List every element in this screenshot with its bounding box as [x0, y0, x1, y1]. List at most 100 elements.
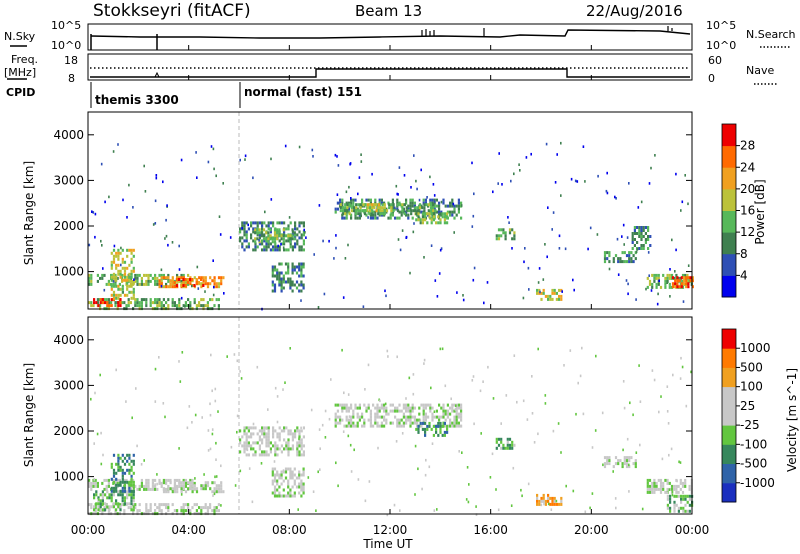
echo-region [603, 456, 637, 469]
freq-trace [90, 68, 690, 78]
cpid-segment-1: themis 3300 [95, 93, 179, 107]
y-tick-label: 4000 [53, 128, 84, 142]
nsky-label: N.Sky [4, 30, 36, 43]
freq-label-line2: [MHz] [4, 66, 36, 79]
echo-region [239, 426, 305, 457]
cpid-label: CPID [6, 86, 35, 99]
echo-region [495, 437, 516, 450]
echo-region [271, 262, 305, 293]
date-title: 22/Aug/2016 [586, 2, 683, 20]
x-tick-label: 08:00 [272, 523, 307, 537]
colorbar-tick-label: -500 [740, 457, 767, 471]
station-title: Stokkseyri (fitACF) [93, 1, 251, 21]
nave-tick-bottom: 0 [708, 72, 715, 85]
y-tick-label: 1000 [53, 470, 84, 484]
colorbar-tick-label: 25 [740, 399, 755, 413]
y-tick-label: 3000 [53, 378, 84, 392]
y-tick-label: 3000 [53, 173, 84, 187]
y-tick-label: 1000 [53, 265, 84, 279]
colorbar-tick-label: 8 [740, 247, 748, 261]
colorbar-tick-label: 28 [740, 139, 755, 153]
beam-title: Beam 13 [355, 2, 422, 20]
echo-region [88, 478, 196, 491]
colorbar-tick-label: -25 [740, 418, 760, 432]
echo-region [495, 228, 516, 241]
colorbar-tick-label: 20 [740, 182, 755, 196]
colorbar-swatch [722, 482, 736, 503]
power-colorbar-label: Power [dB] [753, 179, 767, 244]
echo-region [646, 478, 693, 494]
y-tick-label: 2000 [53, 219, 84, 233]
colorbar-tick-label: 12 [740, 225, 755, 239]
echo-region [415, 421, 449, 437]
echo-region [158, 481, 225, 494]
echo-region [88, 503, 220, 516]
power-ylabel: Slant Range [km] [22, 161, 36, 265]
freq-label-line1: Freq. [11, 53, 38, 66]
colorbar-swatch [722, 145, 736, 168]
nsky-tick-top: 10^5 [51, 19, 81, 32]
colorbar-swatch [722, 425, 736, 445]
velocity-colorbar-label: Velocity [m s^-1] [785, 368, 799, 472]
colorbar-tick-label: -100 [740, 437, 767, 451]
colorbar-swatch [722, 329, 736, 349]
nsky-spikes [421, 26, 673, 36]
colorbar-swatch [722, 210, 736, 233]
colorbar-swatch [722, 367, 736, 388]
echo-region [339, 203, 437, 216]
colorbar-tick-label: 16 [740, 204, 755, 218]
velocity-yticks: 1000 2000 3000 4000 [53, 333, 692, 484]
echo-region [93, 298, 122, 308]
nsky-tick-bottom: 10^0 [51, 39, 81, 52]
colorbar-tick-label: -1000 [740, 476, 775, 490]
velocity-ylabel: Slant Range [km] [22, 363, 36, 467]
x-tick-label: 12:00 [373, 523, 408, 537]
time-axis: 00:00 04:00 08:00 12:00 16:00 20:00 00:00 [71, 45, 709, 537]
time-axis-label: Time UT [362, 537, 413, 551]
velocity-panel [88, 317, 694, 517]
x-tick-label: 00:00 [71, 523, 106, 537]
freq-spike [154, 71, 160, 78]
colorbar-swatch [722, 124, 736, 147]
echo-region [271, 467, 305, 498]
colorbar-tick-label: 4 [740, 268, 748, 282]
echo-region [362, 203, 380, 213]
nsearch-tick-top: 10^5 [706, 19, 736, 32]
colorbar-tick-label: 500 [740, 360, 763, 374]
colorbar-tick-label: 100 [740, 380, 763, 394]
colorbar-swatch [722, 348, 736, 368]
nsearch-label: N.Search [746, 28, 796, 41]
nave-label: Nave [746, 64, 774, 77]
power-yticks: 1000 2000 3000 4000 [53, 128, 692, 279]
x-tick-label: 16:00 [473, 523, 508, 537]
power-panel [88, 112, 694, 311]
colorbar-swatch [722, 444, 736, 464]
freq-tick-top: 18 [64, 54, 78, 67]
freq-tick-bottom: 8 [68, 72, 75, 85]
nsky-trace [90, 29, 691, 39]
y-tick-label: 2000 [53, 424, 84, 438]
nave-tick-top: 60 [708, 54, 722, 67]
echo-region [334, 403, 463, 428]
cpid-segment-2: normal (fast) 151 [244, 85, 362, 99]
colorbar-swatch [722, 386, 736, 407]
echo-region [239, 221, 305, 252]
echo-region [254, 228, 296, 244]
echo-region [110, 453, 135, 493]
nsearch-tick-bottom: 10^0 [706, 39, 736, 52]
colorbar-swatch [722, 405, 736, 426]
colorbar-swatch [722, 463, 736, 484]
x-tick-label: 20:00 [574, 523, 609, 537]
noise-speckles [88, 141, 690, 311]
colorbar-swatch [722, 275, 736, 298]
echo-region [110, 248, 135, 300]
x-tick-label: 04:00 [171, 523, 206, 537]
colorbar-tick-label: 24 [740, 160, 755, 174]
colorbar-swatch [722, 167, 736, 190]
colorbar-swatch [722, 232, 736, 255]
colorbar-swatch [722, 253, 736, 276]
echo-region [536, 288, 563, 301]
power-colorbar: 4 8 12 16 20 24 28 [721, 123, 755, 298]
echo-region [671, 276, 694, 289]
